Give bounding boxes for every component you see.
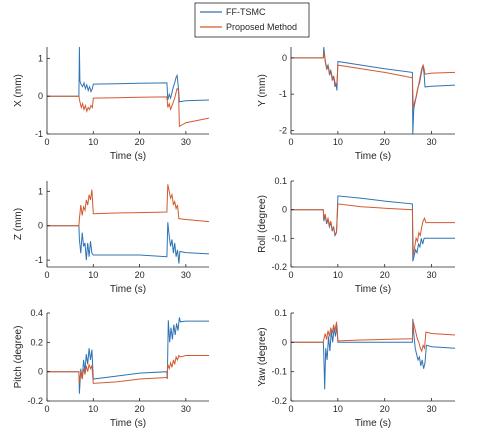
x-tick-label: 30 [427,404,437,414]
y-tick-label: -0.1 [271,233,287,243]
x-axis-label-x: Time (s) [110,151,146,162]
series-line-x-ff-tsmc [47,47,209,103]
y-tick-label: 0 [282,337,287,347]
series-line-y-ff-tsmc [291,47,455,134]
x-tick-label: 30 [181,404,191,414]
y-tick-label: -0.2 [271,396,287,406]
y-axis-label-roll: Roll (degree) [257,195,268,253]
x-tick-label: 30 [427,270,437,280]
y-tick-label: -0.2 [271,262,287,272]
y-tick-label: 0 [38,367,43,377]
x-tick-label: 0 [44,270,49,280]
x-tick-label: 0 [288,137,293,147]
y-tick-label: 0 [282,53,287,63]
x-tick-label: 0 [288,270,293,280]
y-tick-label: 0.2 [30,337,43,347]
y-tick-label: 0.1 [274,176,287,186]
y-tick-label: 1 [38,53,43,63]
y-tick-label: -1 [35,129,43,139]
x-tick-label: 0 [288,404,293,414]
legend: FF-TSMC Proposed Method [194,2,310,38]
y-axis-label-y: Y (mm) [257,74,268,107]
x-tick-label: 10 [88,270,98,280]
legend-label-proposed-method: Proposed Method [226,22,297,32]
subplot-yaw: 0 10 20 30 -0.2 -0.1 0 0.1 Time (s) Yaw (degree) [257,308,455,429]
y-axis-label-z: Z (mm) [13,208,24,240]
series-line-x-proposed-method [47,87,209,128]
x-tick-label: 20 [380,404,390,414]
series-line-roll-proposed-method [291,203,455,256]
y-tick-label: -0.1 [271,367,287,377]
y-tick-label: 0 [38,221,43,231]
y-axis-label-pitch: Pitch (degree) [13,326,24,389]
x-tick-label: 30 [181,137,191,147]
y-axis-label-x: X (mm) [13,74,24,107]
y-tick-label: 0 [38,91,43,101]
y-tick-label: -1 [279,89,287,99]
x-tick-label: 0 [44,404,49,414]
x-axis-label-yaw: Time (s) [355,418,391,429]
series-line-z-ff-tsmc [47,222,209,264]
subplot-roll: 0 10 20 30 -0.2 -0.1 0 0.1 Time (s) Roll (degree) [257,176,455,295]
x-tick-label: 30 [427,137,437,147]
x-tick-label: 10 [333,404,343,414]
x-tick-label: 20 [380,137,390,147]
x-tick-label: 20 [135,404,145,414]
series-line-yaw-ff-tsmc [291,318,455,390]
x-axis-label-roll: Time (s) [355,284,391,295]
x-tick-label: 0 [44,137,49,147]
x-tick-label: 10 [88,137,98,147]
legend-label-ff-tsmc: FF-TSMC [226,7,266,17]
y-tick-label: 0 [282,205,287,215]
y-tick-label: -2 [279,125,287,135]
y-tick-label: -0.2 [27,396,43,406]
x-axis-label-z: Time (s) [110,284,146,295]
series-line-pitch-proposed-method [47,354,209,384]
y-tick-label: 0.4 [30,308,43,318]
y-tick-label: 1 [38,186,43,196]
series-line-z-proposed-method [47,184,209,227]
x-tick-label: 20 [135,137,145,147]
x-tick-label: 20 [380,270,390,280]
series-line-pitch-ff-tsmc [47,317,209,394]
x-tick-label: 30 [181,270,191,280]
x-tick-label: 10 [333,137,343,147]
series-line-yaw-proposed-method [291,321,455,353]
x-tick-label: 10 [333,270,343,280]
y-tick-label: -1 [35,255,43,265]
y-axis-label-yaw: Yaw (degree) [257,327,268,386]
x-axis-label-pitch: Time (s) [110,418,146,429]
legend-box [194,2,310,38]
x-tick-label: 10 [88,404,98,414]
x-axis-label-y: Time (s) [355,151,391,162]
series-line-roll-ff-tsmc [291,195,455,262]
x-tick-label: 20 [135,270,145,280]
y-tick-label: 0.1 [274,308,287,318]
series-line-y-proposed-method [291,52,455,109]
subplot-y: 0 10 20 30 -2 -1 0 Time (s) Y (mm) [257,47,455,162]
